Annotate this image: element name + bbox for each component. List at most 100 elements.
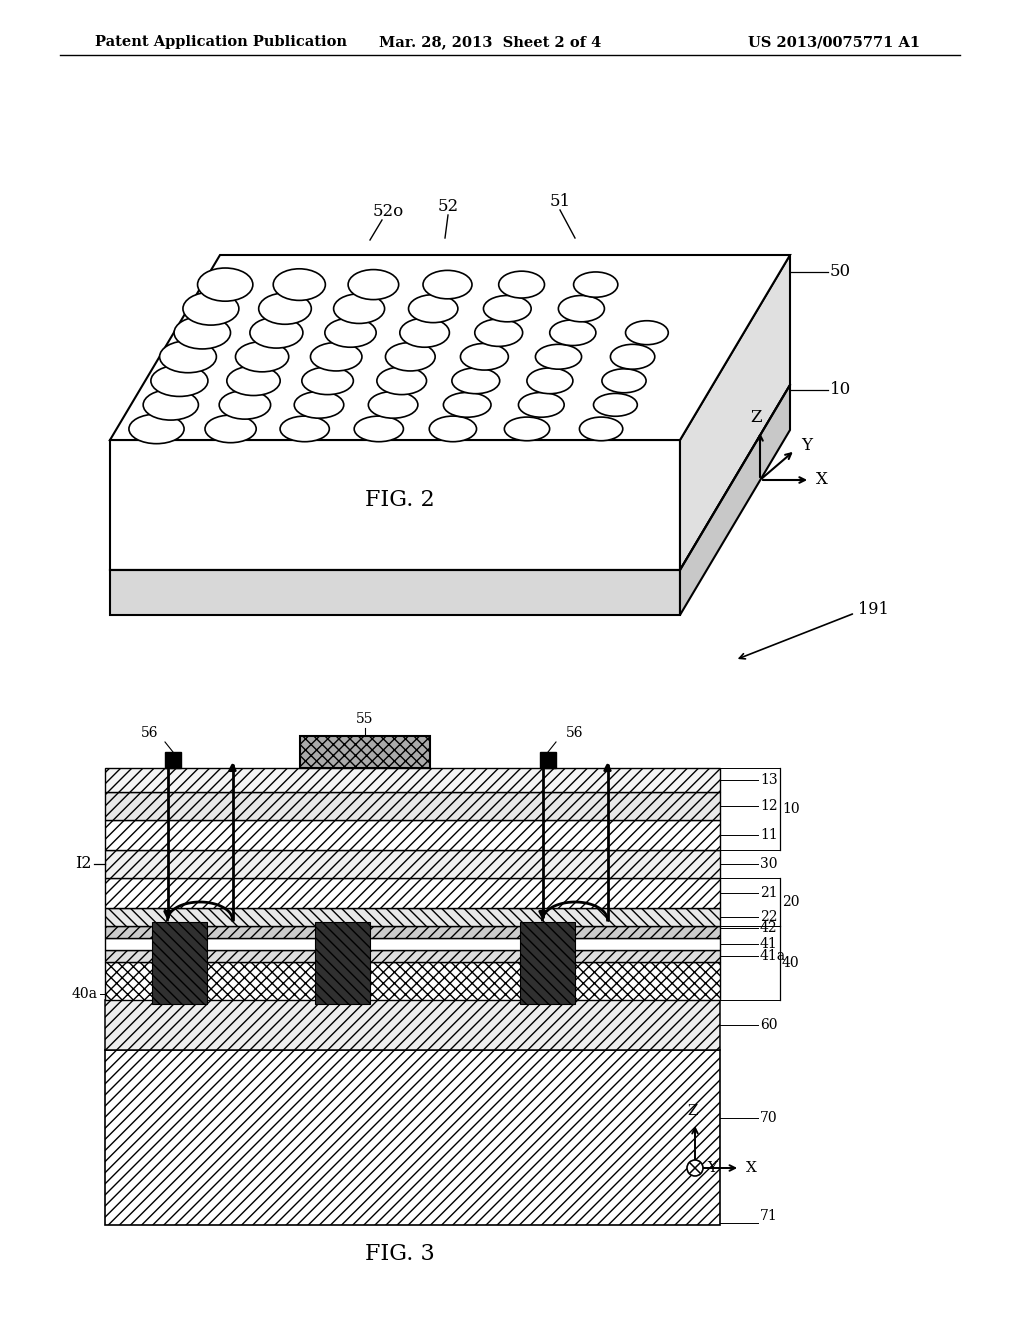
Ellipse shape: [250, 317, 303, 348]
FancyArrowPatch shape: [605, 766, 610, 920]
Ellipse shape: [558, 296, 604, 322]
Ellipse shape: [325, 318, 376, 347]
Text: 13: 13: [760, 774, 777, 787]
Bar: [105, 1001, 720, 1049]
Text: US 2013/0075771 A1: US 2013/0075771 A1: [748, 36, 920, 49]
Ellipse shape: [483, 296, 531, 322]
Ellipse shape: [151, 366, 208, 396]
Text: Patent Application Publication: Patent Application Publication: [95, 36, 347, 49]
Text: 55: 55: [356, 711, 374, 726]
Text: 56: 56: [140, 726, 158, 741]
Text: 70: 70: [760, 1110, 777, 1125]
Text: X: X: [746, 1162, 757, 1175]
Ellipse shape: [302, 367, 353, 395]
Text: Mar. 28, 2013  Sheet 2 of 4: Mar. 28, 2013 Sheet 2 of 4: [379, 36, 601, 49]
Text: 10: 10: [782, 803, 800, 816]
Text: 71: 71: [760, 1209, 778, 1224]
Polygon shape: [110, 440, 680, 570]
Bar: [520, 921, 575, 1005]
Text: 21: 21: [760, 886, 777, 900]
Bar: [105, 950, 720, 962]
Ellipse shape: [399, 318, 450, 347]
Text: 41a: 41a: [760, 949, 786, 964]
Ellipse shape: [354, 416, 403, 442]
Ellipse shape: [602, 368, 646, 393]
Ellipse shape: [385, 343, 435, 371]
Text: 22: 22: [760, 909, 777, 924]
Bar: [165, 752, 181, 768]
Ellipse shape: [377, 367, 427, 395]
Text: Z: Z: [751, 409, 762, 426]
Ellipse shape: [461, 343, 508, 370]
Ellipse shape: [550, 319, 596, 346]
Circle shape: [687, 1160, 703, 1176]
Text: FIG. 2: FIG. 2: [366, 488, 435, 511]
Bar: [105, 792, 720, 820]
Ellipse shape: [573, 272, 617, 297]
Text: 50: 50: [830, 264, 851, 281]
Bar: [105, 927, 720, 939]
FancyArrowPatch shape: [229, 766, 236, 920]
Bar: [105, 939, 720, 950]
Bar: [105, 1049, 720, 1225]
Bar: [105, 820, 720, 850]
FancyArrowPatch shape: [540, 762, 545, 917]
Bar: [300, 737, 430, 768]
Ellipse shape: [348, 269, 398, 300]
Bar: [105, 878, 720, 908]
Ellipse shape: [443, 392, 492, 417]
Ellipse shape: [294, 392, 344, 418]
Text: 52: 52: [437, 198, 459, 215]
Ellipse shape: [580, 417, 623, 441]
Ellipse shape: [518, 392, 564, 417]
Text: X: X: [816, 471, 827, 488]
Text: 20: 20: [782, 895, 800, 909]
Ellipse shape: [129, 414, 184, 444]
Polygon shape: [110, 255, 790, 440]
Ellipse shape: [610, 345, 654, 370]
Ellipse shape: [310, 343, 361, 371]
Text: FIG. 3: FIG. 3: [366, 1243, 435, 1265]
Bar: [105, 908, 720, 927]
Bar: [105, 962, 720, 1001]
Ellipse shape: [236, 342, 289, 372]
Bar: [540, 752, 556, 768]
Ellipse shape: [505, 417, 550, 441]
Text: 12: 12: [760, 799, 777, 813]
Ellipse shape: [429, 416, 476, 442]
Ellipse shape: [594, 393, 637, 416]
Text: 42: 42: [760, 921, 777, 935]
Text: I2: I2: [76, 855, 92, 873]
Text: Z: Z: [688, 1104, 698, 1118]
Text: 11: 11: [760, 828, 778, 842]
Text: 191: 191: [858, 602, 889, 619]
Text: 60: 60: [760, 1018, 777, 1032]
Text: 41: 41: [760, 937, 778, 950]
Ellipse shape: [527, 368, 572, 393]
Ellipse shape: [198, 268, 253, 301]
Text: 40a: 40a: [72, 987, 98, 1001]
Polygon shape: [110, 570, 680, 615]
Ellipse shape: [499, 271, 545, 298]
Text: Y: Y: [801, 437, 812, 454]
Text: Y: Y: [707, 1162, 717, 1175]
Ellipse shape: [369, 392, 418, 418]
Ellipse shape: [205, 414, 256, 442]
Ellipse shape: [160, 341, 216, 372]
Bar: [315, 921, 370, 1005]
Ellipse shape: [423, 271, 472, 298]
Ellipse shape: [259, 293, 311, 325]
Ellipse shape: [334, 294, 385, 323]
Ellipse shape: [452, 368, 500, 393]
Bar: [105, 850, 720, 878]
Ellipse shape: [475, 319, 522, 346]
Ellipse shape: [626, 321, 669, 345]
Ellipse shape: [409, 294, 458, 322]
Ellipse shape: [227, 366, 281, 396]
Bar: [105, 768, 720, 792]
Text: 10: 10: [830, 381, 851, 399]
Polygon shape: [680, 385, 790, 615]
Ellipse shape: [174, 317, 230, 348]
Polygon shape: [680, 255, 790, 570]
Ellipse shape: [273, 269, 326, 301]
